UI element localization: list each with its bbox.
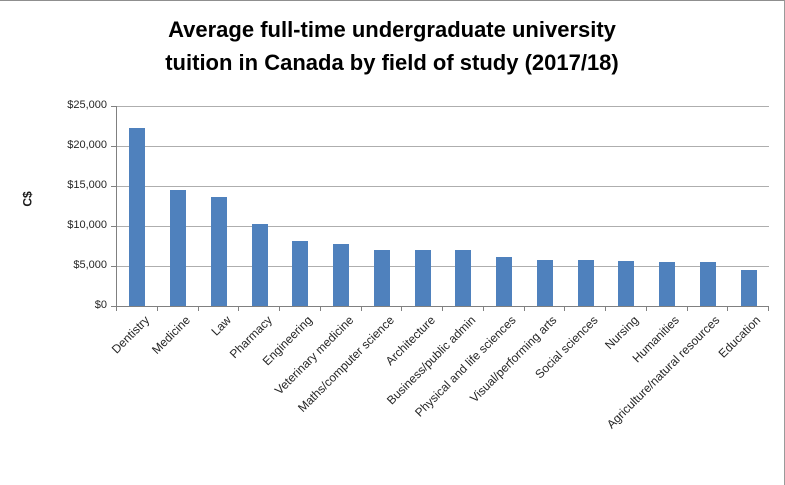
y-tick-label-10000: $10,000 <box>67 219 107 231</box>
x-tick-label-law: Law <box>208 313 234 339</box>
y-tick-mark-25000 <box>111 106 116 107</box>
x-tick-mark-15 <box>727 307 729 311</box>
y-tick-label-20000: $20,000 <box>67 139 107 151</box>
x-tick-mark-4 <box>279 307 280 311</box>
bar-humanities <box>659 262 676 306</box>
x-tick-mark-7 <box>401 307 403 311</box>
y-axis-title: C$ <box>20 191 35 207</box>
y-tick-mark-5000 <box>111 266 116 267</box>
x-tick-mark-8 <box>442 307 443 311</box>
x-tick-mark-2 <box>197 307 199 311</box>
x-tick-mark-11 <box>564 307 566 311</box>
x-tick-mark-13 <box>645 307 647 311</box>
gridline-5000 <box>117 266 769 267</box>
x-tick-mark-3 <box>238 307 240 311</box>
bar-business-public-admin <box>455 250 472 306</box>
bar-medicine <box>170 190 187 306</box>
bar-agriculture-natural-resources <box>699 262 716 306</box>
x-tick-mark-6 <box>360 307 362 311</box>
x-tick-mark-14 <box>686 307 688 311</box>
bar-architecture <box>414 250 431 306</box>
bar-dentistry <box>129 128 146 306</box>
bar-education <box>740 270 757 306</box>
plot-area <box>116 106 769 307</box>
y-tick-label-15000: $15,000 <box>67 179 107 191</box>
x-tick-mark-1 <box>156 307 158 311</box>
y-tick-label-0: $0 <box>94 299 107 311</box>
bar-nursing <box>618 261 635 306</box>
x-tick-mark-9 <box>482 307 484 311</box>
bar-physical-and-life-sciences <box>496 257 513 306</box>
chart-title-line-2: tuition in Canada by field of study (201… <box>165 50 619 75</box>
bar-veterinary-medicine <box>333 244 350 306</box>
bar-visual-performing-arts <box>536 260 553 306</box>
x-tick-mark-16 <box>768 307 769 311</box>
bar-social-sciences <box>577 260 594 306</box>
chart-title-line-1: Average full-time undergraduate universi… <box>168 17 616 42</box>
x-tick-mark-5 <box>319 307 321 311</box>
bar-law <box>210 197 227 306</box>
x-tick-label-medicine: Medicine <box>149 313 194 357</box>
y-tick-mark-0 <box>111 306 116 307</box>
chart-title: Average full-time undergraduate universi… <box>0 13 784 79</box>
y-tick-mark-20000 <box>111 146 116 147</box>
x-tick-label-nursing: Nursing <box>602 313 642 353</box>
x-tick-mark-12 <box>605 307 606 311</box>
gridline-20000 <box>117 146 769 147</box>
y-tick-label-5000: $5,000 <box>73 259 107 271</box>
bar-engineering <box>292 241 309 306</box>
gridline-10000 <box>117 226 769 227</box>
y-tick-label-25000: $25,000 <box>67 99 107 111</box>
y-tick-mark-10000 <box>111 226 116 227</box>
x-tick-label-dentistry: Dentistry <box>108 313 153 357</box>
x-tick-label-education: Education <box>715 313 764 361</box>
x-tick-mark-0 <box>116 307 117 311</box>
bar-pharmacy <box>251 224 268 306</box>
y-tick-mark-15000 <box>111 186 116 187</box>
gridline-15000 <box>117 186 769 187</box>
bar-maths-computer-science <box>373 250 390 306</box>
gridline-25000 <box>117 106 769 107</box>
x-tick-mark-10 <box>523 307 525 311</box>
